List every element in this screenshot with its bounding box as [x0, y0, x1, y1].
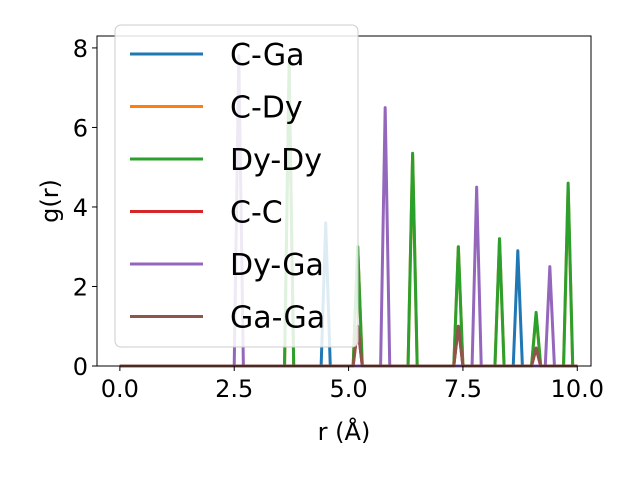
y-tick-label: 2: [73, 273, 88, 301]
y-tick-label: 0: [73, 353, 88, 381]
legend-label: C-C: [230, 196, 283, 231]
x-tick-label: 0.0: [101, 375, 139, 403]
x-axis-ticks: 0.0 2.5 5.0 7.5 10.0: [101, 366, 604, 403]
y-axis-ticks: 0 2 4 6 8: [73, 35, 97, 381]
legend-label: Dy-Ga: [230, 248, 324, 283]
legend-label: C-Ga: [230, 38, 305, 73]
legend-label: Dy-Dy: [230, 143, 322, 178]
legend-box: [114, 24, 359, 348]
x-tick-label: 2.5: [215, 375, 253, 403]
y-axis-label: g(r): [36, 179, 64, 223]
x-tick-label: 10.0: [551, 375, 604, 403]
legend-label: C-Dy: [230, 91, 303, 126]
x-axis-label: r (Å): [318, 417, 371, 446]
legend-label: Ga-Ga: [230, 301, 325, 336]
y-tick-label: 6: [73, 114, 88, 142]
x-tick-label: 7.5: [444, 375, 482, 403]
y-tick-label: 8: [73, 35, 88, 63]
legend: C-Ga C-Dy Dy-Dy C-C Dy-Ga Ga-Ga: [114, 24, 359, 348]
y-tick-label: 4: [73, 194, 88, 222]
x-tick-label: 5.0: [329, 375, 367, 403]
